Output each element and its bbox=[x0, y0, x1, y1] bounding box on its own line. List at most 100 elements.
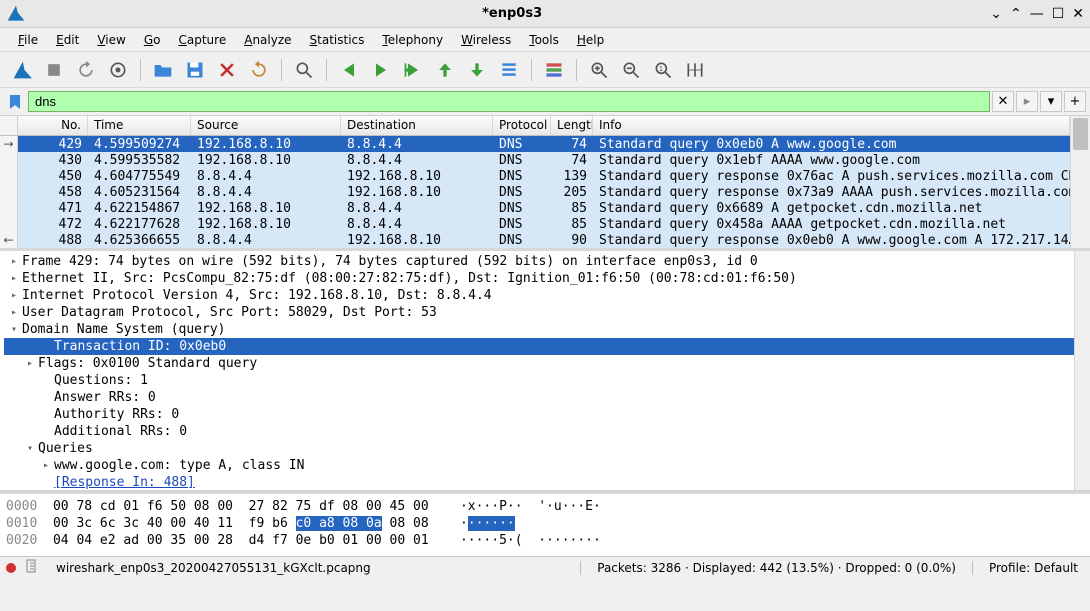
save-icon[interactable] bbox=[181, 56, 209, 84]
apply-filter-button[interactable]: ▸ bbox=[1016, 91, 1038, 112]
hex-row[interactable]: 0020 04 04 e2 ad 00 35 00 28 d4 f7 0e b0… bbox=[6, 532, 1084, 549]
column-header-no[interactable]: No. bbox=[18, 116, 88, 135]
detail-line[interactable]: ▸www.google.com: type A, class IN bbox=[4, 457, 1086, 474]
window-minimize-button[interactable]: — bbox=[1030, 6, 1044, 22]
display-filter-input[interactable] bbox=[28, 91, 990, 112]
detail-line[interactable]: ▾Queries bbox=[4, 440, 1086, 457]
detail-line[interactable]: [Response In: 488] bbox=[4, 474, 1086, 491]
tree-toggle-icon[interactable]: ▾ bbox=[24, 443, 36, 454]
column-header-time[interactable]: Time bbox=[88, 116, 191, 135]
detail-line[interactable]: Authority RRs: 0 bbox=[4, 406, 1086, 423]
packet-marker bbox=[0, 152, 17, 168]
expert-info-icon[interactable] bbox=[6, 563, 16, 573]
prev-icon[interactable] bbox=[335, 56, 363, 84]
tree-toggle-icon[interactable]: ▸ bbox=[24, 358, 36, 369]
menu-analyze[interactable]: Analyze bbox=[236, 31, 299, 49]
shark-fin-icon[interactable] bbox=[8, 56, 36, 84]
packet-list-header[interactable]: No. Time Source Destination Protocol Len… bbox=[18, 116, 1070, 136]
packet-details-pane[interactable]: ▸Frame 429: 74 bytes on wire (592 bits),… bbox=[0, 251, 1090, 491]
menu-go[interactable]: Go bbox=[136, 31, 169, 49]
options-icon[interactable] bbox=[104, 56, 132, 84]
zoom-in-icon[interactable] bbox=[585, 56, 613, 84]
detail-line[interactable]: Questions: 1 bbox=[4, 372, 1086, 389]
detail-link[interactable]: [Response In: 488] bbox=[54, 475, 195, 490]
window-close-button[interactable]: ✕ bbox=[1072, 6, 1084, 22]
details-scrollbar[interactable] bbox=[1074, 251, 1090, 490]
detail-line[interactable]: ▸Internet Protocol Version 4, Src: 192.1… bbox=[4, 287, 1086, 304]
detail-line[interactable]: ▾Domain Name System (query) bbox=[4, 321, 1086, 338]
detail-line[interactable]: ▸Flags: 0x0100 Standard query bbox=[4, 355, 1086, 372]
toolbar-separator bbox=[140, 59, 141, 81]
packet-marker bbox=[0, 216, 17, 232]
reload-icon[interactable] bbox=[245, 56, 273, 84]
detail-line[interactable]: Transaction ID: 0x0eb0 bbox=[4, 338, 1086, 355]
next-icon[interactable] bbox=[367, 56, 395, 84]
packet-row[interactable]: 4584.6052315648.8.4.4192.168.8.10DNS205S… bbox=[18, 184, 1070, 200]
stop-icon[interactable] bbox=[40, 56, 68, 84]
bookmark-icon[interactable] bbox=[4, 91, 26, 112]
add-filter-button[interactable]: + bbox=[1064, 91, 1086, 112]
detail-text: User Datagram Protocol, Src Port: 58029,… bbox=[22, 305, 437, 320]
menu-capture[interactable]: Capture bbox=[170, 31, 234, 49]
tree-toggle-icon[interactable]: ▾ bbox=[8, 324, 20, 335]
menu-edit[interactable]: Edit bbox=[48, 31, 87, 49]
detail-line[interactable]: Answer RRs: 0 bbox=[4, 389, 1086, 406]
tree-toggle-icon[interactable]: ▸ bbox=[8, 290, 20, 301]
column-header-info[interactable]: Info bbox=[593, 116, 1070, 135]
menu-wireless[interactable]: Wireless bbox=[453, 31, 519, 49]
column-header-protocol[interactable]: Protocol bbox=[493, 116, 551, 135]
autoscroll-icon[interactable] bbox=[495, 56, 523, 84]
column-header-destination[interactable]: Destination bbox=[341, 116, 493, 135]
menu-tools[interactable]: Tools bbox=[521, 31, 567, 49]
hex-row[interactable]: 0010 00 3c 6c 3c 40 00 40 11 f9 b6 c0 a8… bbox=[6, 515, 1084, 532]
menu-telephony[interactable]: Telephony bbox=[374, 31, 451, 49]
resize-cols-icon[interactable] bbox=[681, 56, 709, 84]
column-header-source[interactable]: Source bbox=[191, 116, 341, 135]
hex-row[interactable]: 0000 00 78 cd 01 f6 50 08 00 27 82 75 df… bbox=[6, 498, 1084, 515]
tree-toggle-icon[interactable]: ▸ bbox=[8, 307, 20, 318]
packet-row[interactable]: 4504.6047755498.8.4.4192.168.8.10DNS139S… bbox=[18, 168, 1070, 184]
capture-file-props-icon[interactable] bbox=[26, 559, 40, 576]
detail-line[interactable]: ▸Ethernet II, Src: PcsCompu_82:75:df (08… bbox=[4, 270, 1086, 287]
packet-row[interactable]: 4724.622177628192.168.8.108.8.4.4DNS85St… bbox=[18, 216, 1070, 232]
detail-line[interactable]: ▸User Datagram Protocol, Src Port: 58029… bbox=[4, 304, 1086, 321]
last-icon[interactable] bbox=[463, 56, 491, 84]
menu-file[interactable]: File bbox=[10, 31, 46, 49]
open-folder-icon[interactable] bbox=[149, 56, 177, 84]
status-profile[interactable]: Profile: Default bbox=[983, 561, 1084, 575]
tree-toggle-icon[interactable]: ▸ bbox=[40, 460, 52, 471]
zoom-out-icon[interactable] bbox=[617, 56, 645, 84]
packet-list-scrollbar[interactable] bbox=[1070, 116, 1090, 248]
detail-line[interactable]: ▸Frame 429: 74 bytes on wire (592 bits),… bbox=[4, 253, 1086, 270]
close-file-icon[interactable] bbox=[213, 56, 241, 84]
window-rollup-button[interactable]: ⌃ bbox=[1010, 6, 1022, 22]
window-maximize-button[interactable]: ☐ bbox=[1052, 6, 1065, 22]
clear-filter-button[interactable]: ✕ bbox=[992, 91, 1014, 112]
detail-text: Frame 429: 74 bytes on wire (592 bits), … bbox=[22, 254, 758, 269]
filter-history-button[interactable]: ▾ bbox=[1040, 91, 1062, 112]
toolbar: 1 bbox=[0, 52, 1090, 88]
menu-help[interactable]: Help bbox=[569, 31, 612, 49]
column-header-length[interactable]: Length bbox=[551, 116, 593, 135]
zoom-reset-icon[interactable]: 1 bbox=[649, 56, 677, 84]
tree-toggle-icon[interactable]: ▸ bbox=[8, 273, 20, 284]
colorize-icon[interactable] bbox=[540, 56, 568, 84]
first-icon[interactable] bbox=[431, 56, 459, 84]
toolbar-separator bbox=[531, 59, 532, 81]
packet-row[interactable]: 4714.622154867192.168.8.108.8.4.4DNS85St… bbox=[18, 200, 1070, 216]
detail-line[interactable]: Additional RRs: 0 bbox=[4, 423, 1086, 440]
window-controls: ⌄ ⌃ — ☐ ✕ bbox=[990, 6, 1084, 22]
restart-icon[interactable] bbox=[72, 56, 100, 84]
goto-icon[interactable] bbox=[399, 56, 427, 84]
window-rolldown-button[interactable]: ⌄ bbox=[990, 6, 1002, 22]
tree-toggle-icon[interactable]: ▸ bbox=[8, 256, 20, 267]
packet-row[interactable]: 4294.599509274192.168.8.108.8.4.4DNS74St… bbox=[18, 136, 1070, 152]
menu-view[interactable]: View bbox=[89, 31, 133, 49]
packet-list-body[interactable]: 4294.599509274192.168.8.108.8.4.4DNS74St… bbox=[18, 136, 1070, 248]
packet-row[interactable]: 4304.599535582192.168.8.108.8.4.4DNS74St… bbox=[18, 152, 1070, 168]
menu-statistics[interactable]: Statistics bbox=[302, 31, 373, 49]
find-icon[interactable] bbox=[290, 56, 318, 84]
toolbar-separator bbox=[576, 59, 577, 81]
packet-row[interactable]: 4884.6253666558.8.4.4192.168.8.10DNS90St… bbox=[18, 232, 1070, 248]
packet-bytes-pane[interactable]: 0000 00 78 cd 01 f6 50 08 00 27 82 75 df… bbox=[0, 494, 1090, 556]
